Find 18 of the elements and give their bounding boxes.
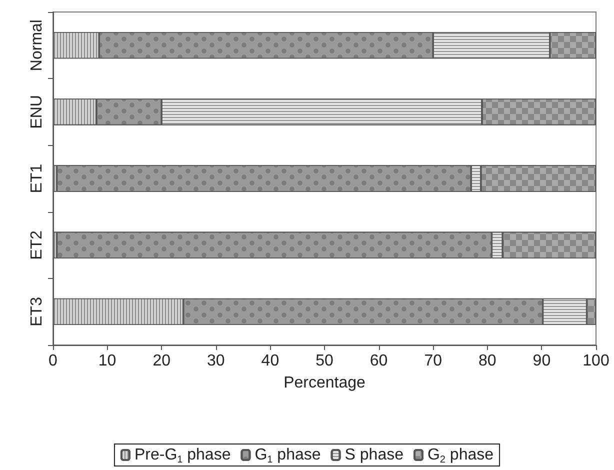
y-tick-label: ET1 — [28, 164, 46, 194]
y-tick-label: ET2 — [28, 230, 46, 260]
x-tick-label: 90 — [532, 352, 551, 370]
y-tick-label: ENU — [28, 95, 46, 129]
x-tick-label: 30 — [207, 352, 225, 370]
x-tick-label: 100 — [582, 352, 610, 370]
x-tick-label: 60 — [370, 352, 388, 370]
legend-label: S phase — [344, 446, 404, 464]
x-tick-label: 20 — [152, 352, 171, 370]
x-tick-label: 50 — [316, 352, 334, 370]
x-tick-label: 0 — [48, 352, 58, 370]
x-axis-title: Percentage — [284, 374, 366, 392]
x-tick-label: 10 — [98, 352, 116, 370]
x-tick-label: 40 — [261, 352, 280, 370]
x-tick-label: 70 — [424, 352, 442, 370]
y-tick-label: Normal — [28, 20, 46, 72]
y-tick-label: ET3 — [28, 296, 46, 326]
x-tick-label: 80 — [478, 352, 496, 370]
